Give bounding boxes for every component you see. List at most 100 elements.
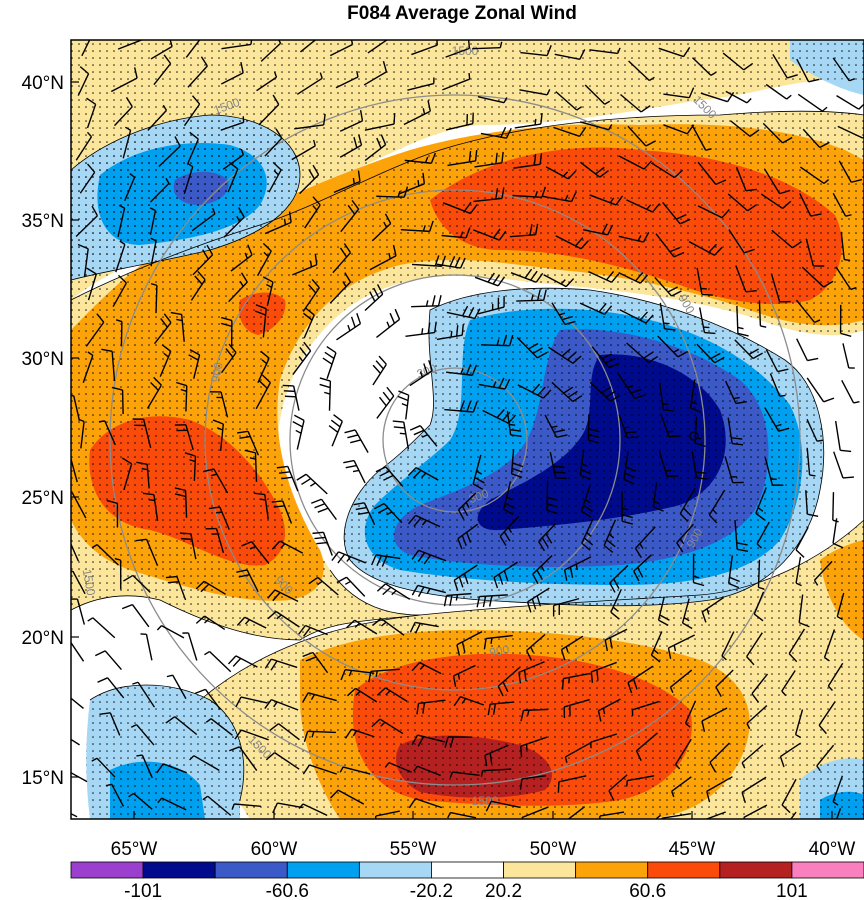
wind-barb	[832, 775, 844, 806]
wind-barb	[835, 266, 857, 291]
wind-barb	[79, 163, 96, 194]
wind-barb	[71, 812, 78, 818]
wind-barb	[715, 669, 734, 697]
wind-barb	[699, 307, 716, 335]
wind-barb	[835, 808, 842, 819]
wind-barb	[482, 408, 517, 424]
wind-barb	[516, 289, 547, 302]
wind-barb	[580, 161, 609, 178]
wind-barb	[405, 321, 437, 337]
wind-barb	[818, 701, 836, 735]
wind-barb	[86, 267, 97, 301]
wind-barb	[363, 61, 388, 86]
wind-barb	[798, 594, 810, 628]
wind-barb	[159, 344, 172, 377]
wind-barb	[157, 797, 187, 811]
wind-barb	[221, 316, 233, 348]
wind-barb	[158, 136, 181, 168]
wind-barb	[302, 764, 338, 775]
wind-barb	[626, 342, 659, 364]
wind-barb	[654, 276, 682, 297]
wind-barb	[340, 199, 360, 233]
wind-barb	[838, 160, 863, 183]
wind-barb	[518, 661, 545, 684]
wind-barb	[442, 73, 471, 91]
wind-barb	[555, 235, 589, 250]
wind-barb	[303, 730, 336, 743]
wind-barb	[557, 775, 587, 793]
wind-barb	[623, 451, 637, 485]
wind-barb	[799, 166, 830, 185]
range-ring-label: 1500	[80, 568, 98, 597]
wind-barb	[472, 454, 485, 490]
wind-barb	[442, 201, 478, 215]
wind-barb	[81, 40, 91, 57]
wind-barb	[255, 374, 271, 410]
wind-barb	[147, 104, 168, 131]
wind-barb	[132, 418, 152, 448]
wind-barb	[374, 810, 400, 819]
y-axis: 40°N 35°N 30°N 25°N 20°N 15°N	[22, 73, 79, 789]
wind-barb	[694, 416, 706, 448]
wind-barb	[484, 744, 509, 767]
wind-barb	[657, 335, 688, 358]
wind-barb	[478, 377, 511, 390]
wind-barb	[587, 414, 600, 444]
wind-barb	[631, 700, 660, 716]
wind-barb	[657, 596, 670, 627]
wind-barb	[71, 598, 86, 625]
wind-barb	[551, 381, 583, 403]
wind-barb	[839, 304, 852, 337]
wind-barb	[753, 591, 765, 622]
wind-barb	[502, 481, 516, 516]
wind-barb	[579, 449, 592, 481]
wind-barb	[330, 789, 365, 805]
wind-barb	[650, 631, 663, 663]
wind-barb	[483, 634, 513, 650]
wind-barb	[75, 131, 93, 161]
wind-barb	[176, 381, 188, 412]
wind-barb	[312, 531, 333, 556]
wind-barb	[367, 40, 389, 54]
wind-barb	[727, 193, 758, 212]
wind-barb	[842, 343, 855, 369]
colorbar-bin	[70, 861, 144, 879]
wind-barb	[210, 391, 229, 418]
wind-barb	[230, 244, 253, 272]
wind-barb	[140, 633, 153, 661]
wind-barb	[764, 457, 784, 486]
x-tick-label: 45°W	[669, 839, 716, 860]
wind-barb	[411, 661, 442, 675]
wind-barb	[769, 373, 786, 397]
wind-barb	[98, 420, 116, 446]
wind-barb	[409, 621, 439, 634]
wind-barb	[296, 72, 323, 95]
wind-barb	[346, 619, 378, 635]
wind-barb	[652, 482, 664, 512]
wind-barb	[237, 430, 260, 456]
wind-barb	[71, 394, 81, 421]
wind-barb	[696, 267, 713, 296]
wind-barb	[336, 576, 366, 597]
wind-barb	[837, 125, 864, 139]
wind-barb	[757, 559, 765, 590]
wind-barb	[480, 768, 512, 777]
wind-barb	[183, 162, 194, 195]
wind-barb	[99, 712, 121, 736]
wind-barb	[227, 161, 239, 193]
wind-barb	[580, 121, 613, 131]
y-tick-label: 30°N	[22, 349, 64, 370]
wind-barb	[403, 100, 431, 126]
wind-barb	[344, 429, 369, 453]
wind-barb	[730, 120, 760, 137]
wind-barb	[806, 419, 824, 442]
wind-barb	[328, 414, 343, 447]
wind-barb	[509, 223, 539, 238]
wind-barb	[264, 211, 292, 235]
wind-barb	[689, 379, 701, 413]
wind-barb	[794, 709, 804, 739]
wind-barb	[117, 204, 126, 238]
colorbar: -101 -60.6 -20.2 20.2 60.6 101	[70, 861, 864, 900]
wind-barb	[339, 134, 363, 158]
wind-barb	[453, 696, 485, 707]
